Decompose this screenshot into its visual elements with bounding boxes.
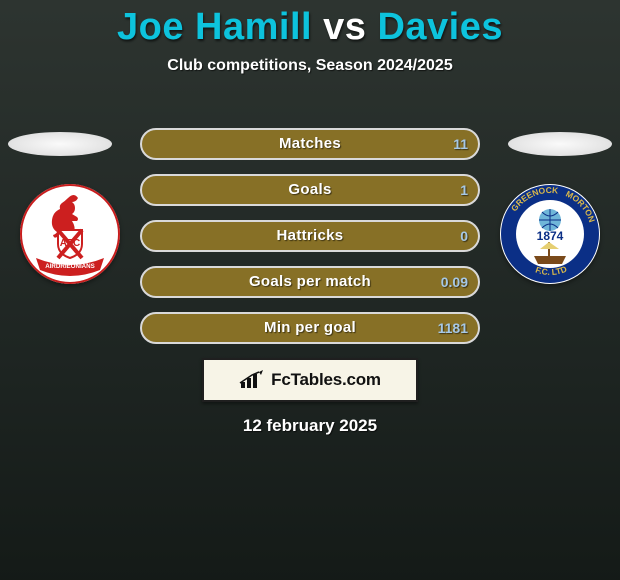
- stat-value: 0.09: [441, 266, 468, 298]
- brand-box[interactable]: FcTables.com: [202, 358, 418, 402]
- stat-label: Hattricks: [140, 220, 480, 252]
- stat-row: Min per goal 1181: [140, 312, 480, 344]
- stat-row: Matches 11: [140, 128, 480, 160]
- airdrieonians-crest-icon: AFC AIRDRIEONIANS: [20, 184, 120, 284]
- page-title: Joe Hamill vs Davies: [0, 6, 620, 49]
- brand-text: FcTables.com: [271, 370, 381, 390]
- stat-label: Min per goal: [140, 312, 480, 344]
- stat-value: 0: [460, 220, 468, 252]
- stat-row: Goals per match 0.09: [140, 266, 480, 298]
- right-ellipse: [508, 132, 612, 156]
- stat-value: 1181: [438, 312, 468, 344]
- stat-row: Goals 1: [140, 174, 480, 206]
- stat-row: Hattricks 0: [140, 220, 480, 252]
- club-badge-left: AFC AIRDRIEONIANS: [20, 184, 120, 284]
- badge-left-banner: AIRDRIEONIANS: [45, 263, 95, 270]
- stat-value: 11: [453, 128, 468, 160]
- club-badge-right: GREENOCK MORTON F.C. LTD 1874: [500, 184, 600, 284]
- left-ellipse: [8, 132, 112, 156]
- title-player-b: Davies: [377, 6, 503, 48]
- morton-crest-icon: GREENOCK MORTON F.C. LTD 1874: [500, 184, 600, 284]
- badge-left-label: AFC: [60, 238, 81, 249]
- stat-label: Matches: [140, 128, 480, 160]
- date-line: 12 february 2025: [0, 416, 620, 436]
- stat-label: Goals: [140, 174, 480, 206]
- bars-icon: [239, 370, 265, 390]
- subtitle: Club competitions, Season 2024/2025: [0, 57, 620, 75]
- title-player-a: Joe Hamill: [117, 6, 312, 48]
- title-vs: vs: [323, 6, 366, 48]
- badge-right-year: 1874: [537, 229, 564, 243]
- stat-label: Goals per match: [140, 266, 480, 298]
- stat-value: 1: [460, 174, 468, 206]
- stats-column: Matches 11 Goals 1 Hattricks 0 Goals per…: [140, 128, 480, 358]
